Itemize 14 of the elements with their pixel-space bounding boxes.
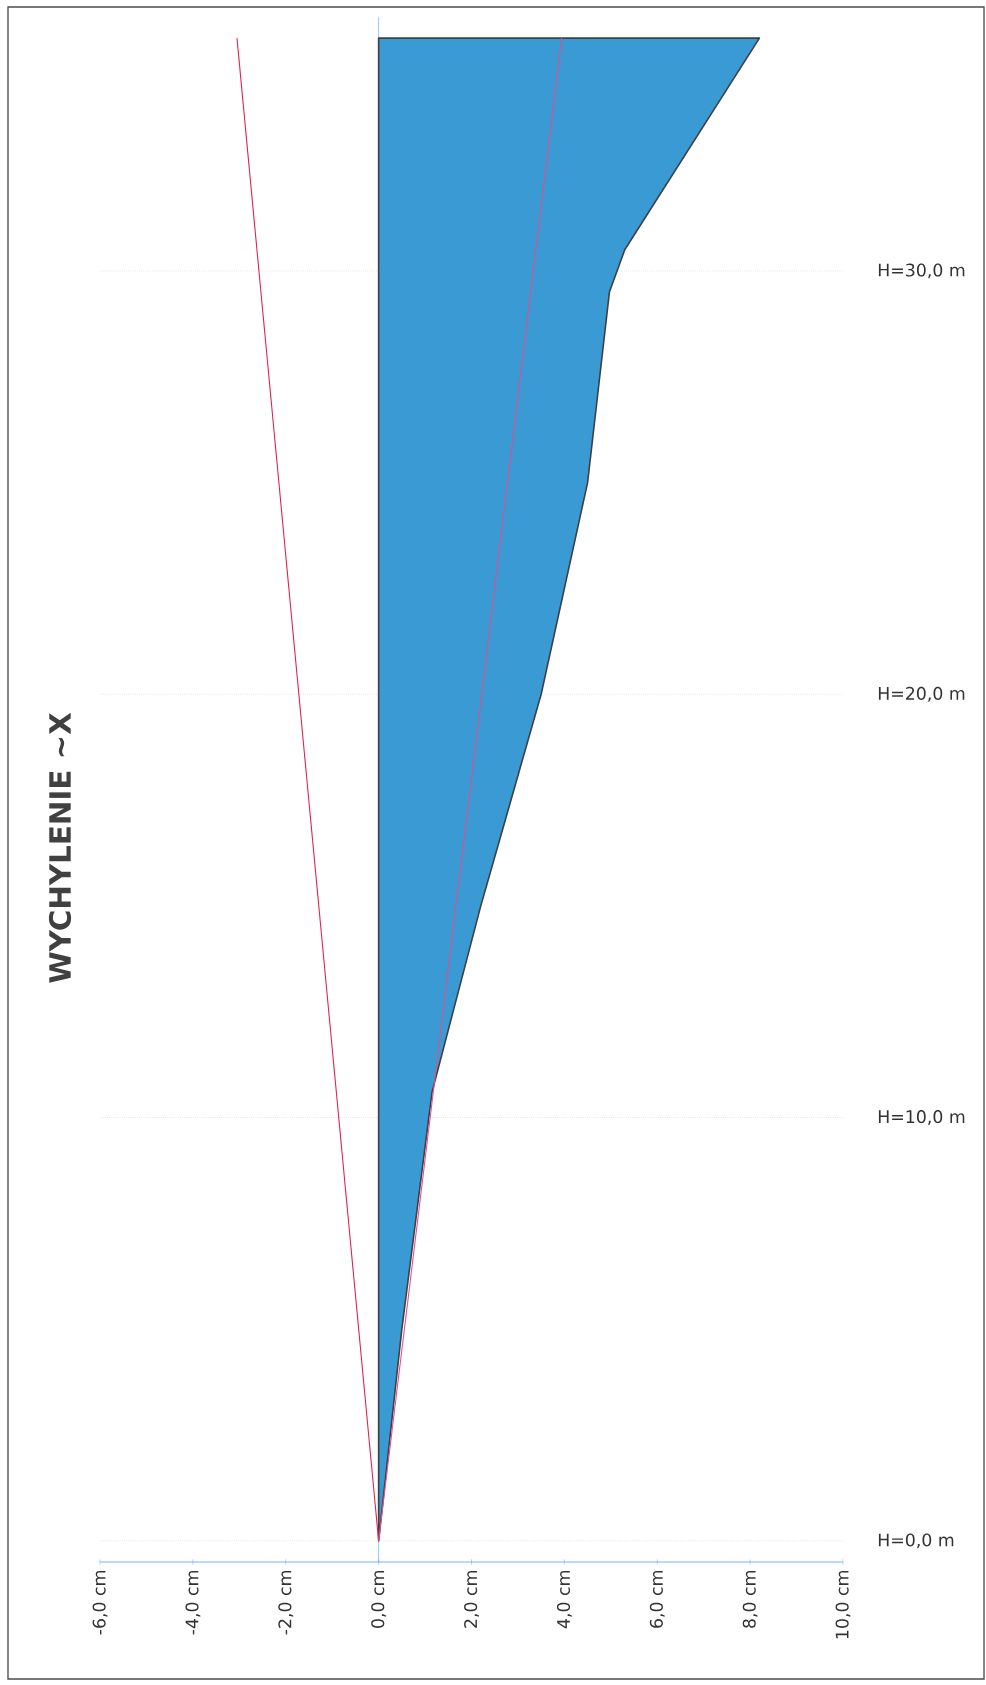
- x-tick-label: 4,0 cm: [556, 1571, 572, 1629]
- x-tick-label: 0,0 cm: [371, 1571, 387, 1628]
- x-tick-label: 10,0 cm: [835, 1571, 851, 1639]
- x-tick-label: 8,0 cm: [742, 1571, 758, 1628]
- y-tick-label: H=20,0 m: [878, 686, 965, 702]
- x-tick-label: -6,0 cm: [92, 1571, 108, 1635]
- x-tick-label: 2,0 cm: [464, 1571, 479, 1628]
- text: WYCHYLENIE ~X: [48, 712, 72, 983]
- y-tick-label: H=10,0 m: [878, 1110, 965, 1125]
- x-tick-label: 6,0 cm: [649, 1571, 665, 1628]
- y-tick-label: H=30,0 m: [878, 263, 965, 279]
- y-tick-label: H=0,0 m: [878, 1533, 954, 1549]
- x-tick-label: -2,0 cm: [278, 1571, 294, 1635]
- x-tick-label: -4,0 cm: [185, 1571, 201, 1635]
